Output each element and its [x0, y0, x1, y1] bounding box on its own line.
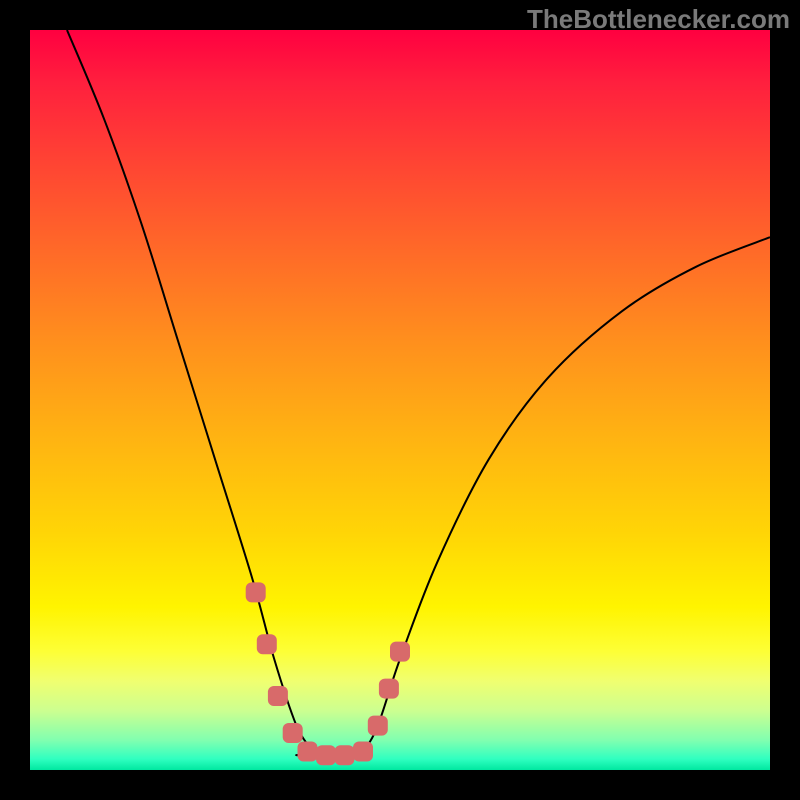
data-marker	[298, 742, 318, 762]
data-marker	[257, 634, 277, 654]
data-marker	[335, 745, 355, 765]
data-marker	[368, 716, 388, 736]
data-marker	[283, 723, 303, 743]
watermark-text: TheBottlenecker.com	[527, 4, 790, 35]
data-marker	[316, 745, 336, 765]
data-marker	[268, 686, 288, 706]
data-marker	[390, 642, 410, 662]
data-marker	[353, 742, 373, 762]
data-marker	[379, 679, 399, 699]
data-marker	[246, 582, 266, 602]
bottleneck-chart	[0, 0, 800, 800]
